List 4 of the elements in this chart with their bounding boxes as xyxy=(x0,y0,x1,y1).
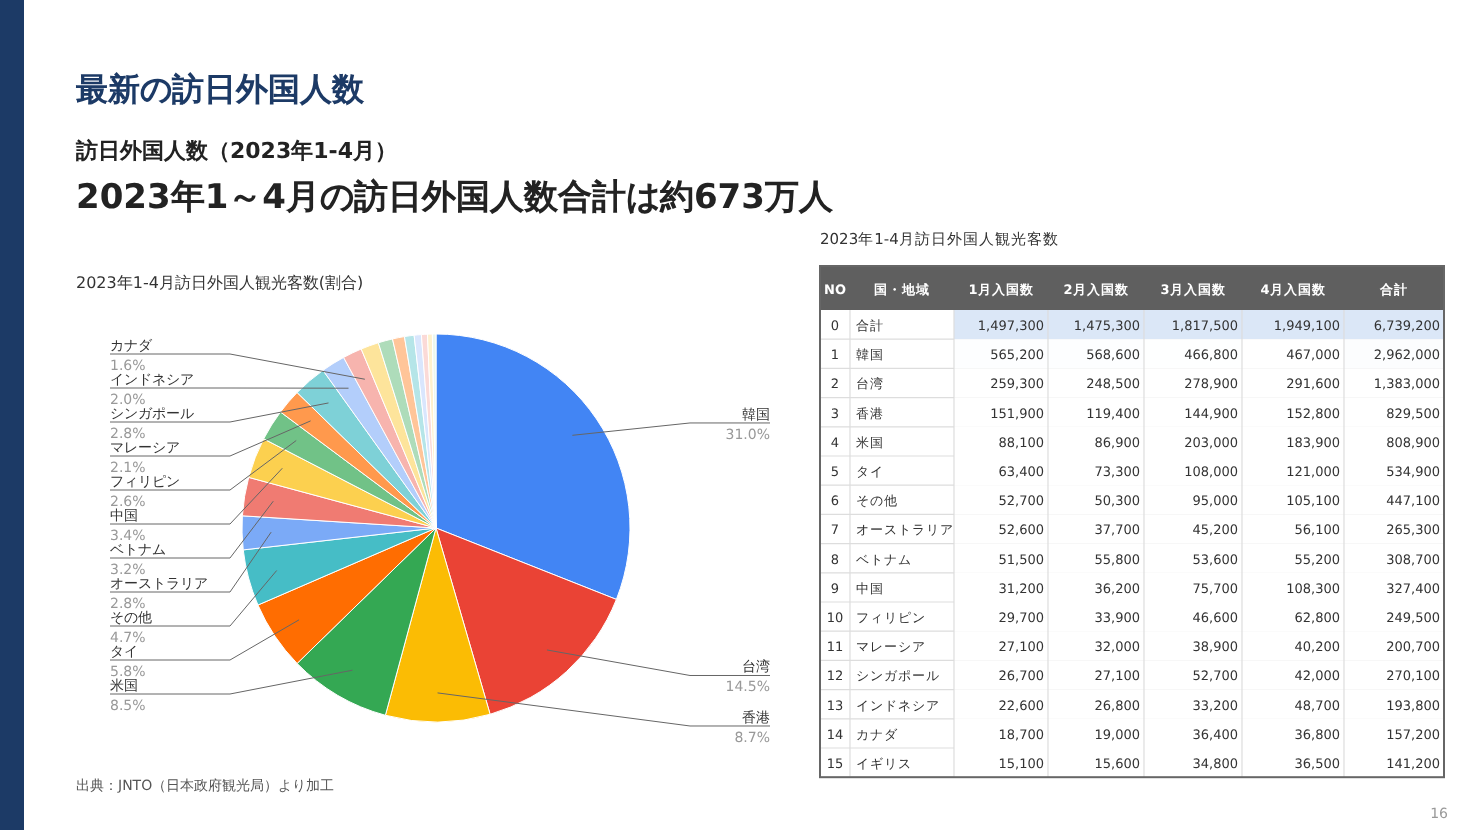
chart-title: 2023年1-4月訪日外国人観光客数(割合) xyxy=(76,274,364,292)
text: 訪日外国人数（2023年1-4月） xyxy=(74,138,397,164)
text: 最新の訪日外国人数 xyxy=(74,70,366,108)
text: 2023年1～4月の訪日外国人数合計は約673万人 xyxy=(76,178,835,218)
